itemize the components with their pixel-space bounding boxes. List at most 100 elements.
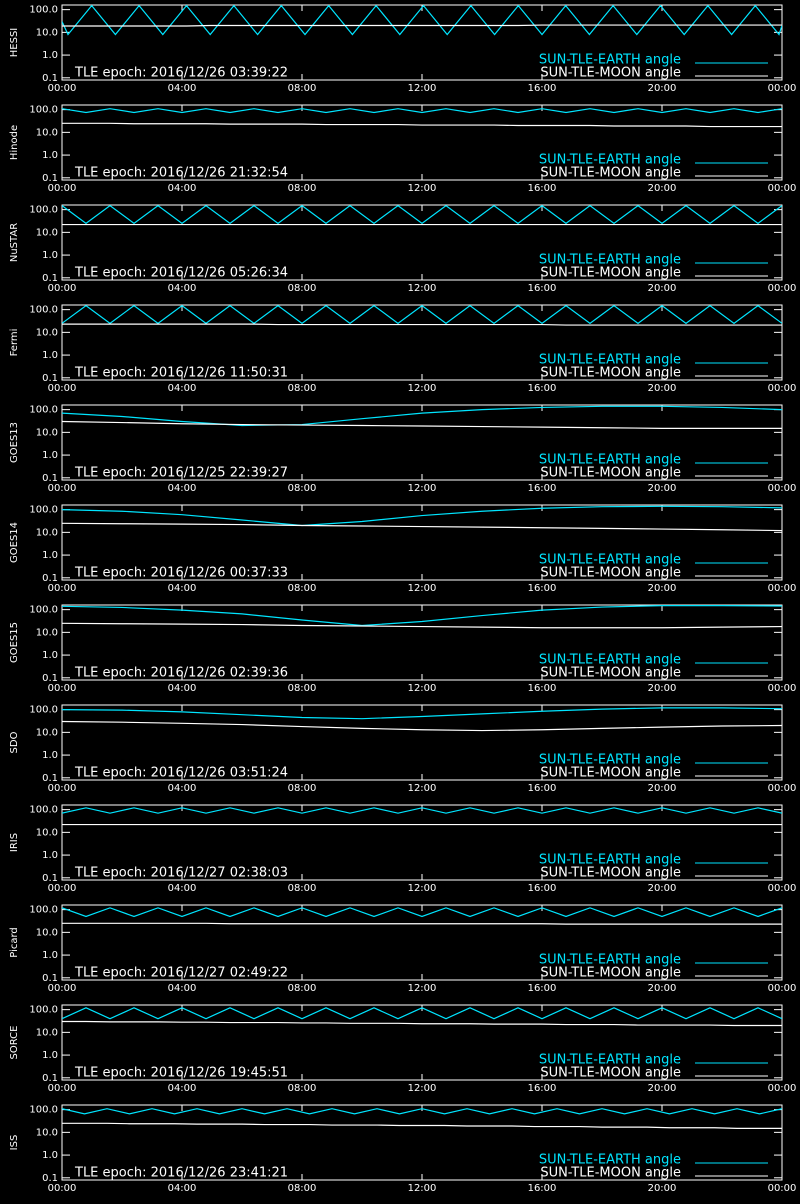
x-tick-label: 16:00 [528, 1183, 557, 1194]
x-tick-label: 12:00 [408, 83, 437, 94]
annotation: TLE epoch: 2016/12/26 03:51:24 [74, 766, 288, 781]
legend-label: SUN-TLE-MOON angle [540, 966, 681, 981]
x-tick-label: 04:00 [168, 283, 197, 294]
y-tick-label: 1.0 [42, 650, 58, 661]
y-tick-label: 1.0 [42, 1150, 58, 1161]
y-tick-label: 0.1 [42, 473, 58, 484]
y-tick-label: 10.0 [36, 227, 58, 238]
panel: 0.1 1.0 10.0 100.0 00:00 04:00 08:00 12:00 16:00… [9, 604, 796, 694]
legend-label: SUN-TLE-EARTH angle [539, 153, 681, 168]
legend-label: SUN-TLE-MOON angle [540, 266, 681, 281]
series-line [62, 707, 782, 720]
y-tick-label: 10.0 [36, 927, 58, 938]
x-tick-label: 08:00 [288, 383, 317, 394]
legend-label: SUN-TLE-MOON angle [540, 666, 681, 681]
y-tick-label: 100.0 [29, 805, 58, 816]
series-line [62, 505, 782, 527]
plot-frame [61, 1004, 783, 1081]
series-line [62, 405, 782, 427]
plot-frame [61, 104, 783, 181]
x-tick-label: 20:00 [648, 183, 677, 194]
y-tick-label: 100.0 [29, 205, 58, 216]
y-tick-label: 100.0 [29, 1105, 58, 1116]
y-tick-label: 0.1 [42, 1173, 58, 1184]
annotation: TLE epoch: 2016/12/26 02:39:36 [74, 666, 288, 681]
x-tick-label: 04:00 [168, 783, 197, 794]
x-tick-label: 16:00 [528, 883, 557, 894]
panel: 0.1 1.0 10.0 100.0 00:00 04:00 08:00 12:00 16:00… [9, 1004, 796, 1094]
series-line [62, 108, 782, 114]
plot-frame [61, 1104, 783, 1181]
x-tick-label: 20:00 [648, 383, 677, 394]
annotation: TLE epoch: 2016/12/26 23:41:21 [74, 1166, 288, 1181]
plot-frame [61, 904, 783, 981]
legend-label: SUN-TLE-MOON angle [540, 766, 681, 781]
plot-frame [61, 404, 783, 481]
y-tick-label: 0.1 [42, 1073, 58, 1084]
x-tick-label: 00:00 [768, 583, 797, 594]
x-tick-label: 08:00 [288, 1183, 317, 1194]
series-line [62, 605, 782, 627]
series-line [62, 323, 782, 326]
panel: 0.1 1.0 10.0 100.0 00:00 04:00 08:00 12:00 16:00… [9, 104, 796, 194]
x-tick-label: 20:00 [648, 783, 677, 794]
x-tick-label: 04:00 [168, 1183, 197, 1194]
legend-label: SUN-TLE-MOON angle [540, 866, 681, 881]
x-tick-label: 04:00 [168, 483, 197, 494]
legend-label: SUN-TLE-EARTH angle [539, 453, 681, 468]
x-tick-label: 00:00 [48, 283, 77, 294]
x-tick-label: 08:00 [288, 183, 317, 194]
y-tick-label: 0.1 [42, 173, 58, 184]
legend-label: SUN-TLE-EARTH angle [539, 653, 681, 668]
panel: 0.1 1.0 10.0 100.0 00:00 04:00 08:00 12:00 16:00… [9, 704, 797, 794]
y-tick-label: 100.0 [29, 105, 58, 116]
x-tick-label: 08:00 [288, 883, 317, 894]
x-tick-label: 12:00 [408, 883, 437, 894]
y-tick-label: 1.0 [42, 750, 58, 761]
x-tick-label: 04:00 [168, 983, 197, 994]
y-axis-label: SDO [9, 731, 20, 753]
series-line [62, 522, 782, 532]
legend-label: SUN-TLE-EARTH angle [539, 353, 681, 368]
x-tick-label: 00:00 [48, 683, 77, 694]
series-line [62, 1007, 782, 1020]
y-tick-label: 10.0 [36, 827, 58, 838]
x-tick-label: 04:00 [168, 83, 197, 94]
x-tick-label: 08:00 [288, 1083, 317, 1094]
x-tick-label: 16:00 [528, 83, 557, 94]
y-tick-label: 10.0 [36, 127, 58, 138]
y-tick-label: 100.0 [29, 605, 58, 616]
x-tick-label: 00:00 [768, 783, 797, 794]
series-line [62, 24, 782, 27]
x-tick-label: 12:00 [408, 783, 437, 794]
x-tick-label: 04:00 [168, 383, 197, 394]
panel: 0.1 1.0 10.0 100.0 00:00 04:00 08:00 12:00 16:00… [9, 804, 797, 894]
legend-label: SUN-TLE-MOON angle [540, 1066, 681, 1081]
y-axis-label: GOES13 [9, 422, 20, 463]
x-tick-label: 00:00 [768, 83, 797, 94]
x-tick-label: 20:00 [648, 283, 677, 294]
y-tick-label: 100.0 [29, 405, 58, 416]
x-tick-label: 20:00 [648, 883, 677, 894]
x-tick-label: 00:00 [768, 883, 797, 894]
x-tick-label: 08:00 [288, 483, 317, 494]
y-tick-label: 0.1 [42, 73, 58, 84]
x-tick-label: 00:00 [768, 983, 797, 994]
legend-label: SUN-TLE-MOON angle [540, 466, 681, 481]
y-tick-label: 0.1 [42, 873, 58, 884]
plot-frame [61, 604, 783, 681]
x-tick-label: 16:00 [528, 583, 557, 594]
legend-label: SUN-TLE-MOON angle [540, 566, 681, 581]
y-tick-label: 0.1 [42, 373, 58, 384]
x-tick-label: 20:00 [648, 683, 677, 694]
x-tick-label: 00:00 [48, 183, 77, 194]
series-line [62, 1122, 782, 1129]
y-tick-label: 10.0 [36, 427, 58, 438]
y-tick-label: 0.1 [42, 573, 58, 584]
x-tick-label: 00:00 [48, 983, 77, 994]
x-tick-label: 00:00 [768, 1183, 797, 1194]
series-line [62, 122, 782, 128]
y-tick-label: 100.0 [29, 505, 58, 516]
x-tick-label: 00:00 [48, 483, 77, 494]
